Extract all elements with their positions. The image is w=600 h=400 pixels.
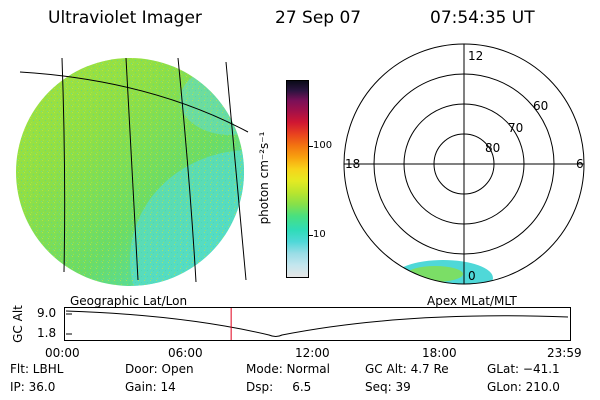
mlt-label-0: 0 bbox=[468, 269, 476, 283]
mlt-label-18: 18 bbox=[345, 157, 360, 171]
lat-label-80: 80 bbox=[485, 141, 500, 155]
x-tick-12: 12:00 bbox=[295, 346, 330, 360]
lat-label-60: 60 bbox=[533, 99, 548, 113]
x-tick-00: 00:00 bbox=[45, 346, 80, 360]
mode-status: Mode: Normal bbox=[246, 362, 330, 376]
x-tick-18: 18:00 bbox=[422, 346, 457, 360]
earth-disk bbox=[16, 58, 244, 286]
colorbar-unit-label: photon cm⁻²s⁻¹ bbox=[257, 131, 271, 225]
colorbar bbox=[286, 80, 309, 278]
colorbar-ticks bbox=[308, 80, 314, 276]
geographic-caption: Geographic Lat/Lon bbox=[70, 294, 188, 308]
gain-status: Gain: 14 bbox=[125, 380, 176, 394]
lat-label-70: 70 bbox=[508, 121, 523, 135]
apex-caption: Apex MLat/MLT bbox=[427, 294, 517, 308]
status-footer: Flt: LBHL IP: 36.0 Door: Open Gain: 14 M… bbox=[10, 362, 595, 398]
polar-grid bbox=[343, 43, 585, 285]
x-tick-06: 06:00 bbox=[168, 346, 203, 360]
colorbar-tick-10: 10 bbox=[313, 229, 326, 240]
y-tick-low: 1.8 bbox=[37, 326, 57, 340]
lat-lon-grid bbox=[19, 57, 249, 283]
door-status: Door: Open bbox=[125, 362, 194, 376]
filter-status: Flt: LBHL bbox=[10, 362, 64, 376]
glat-status: GLat: −41.1 bbox=[487, 362, 560, 376]
mlt-label-12: 12 bbox=[468, 49, 483, 63]
altitude-curve bbox=[65, 310, 569, 337]
ip-status: IP: 36.0 bbox=[10, 380, 56, 394]
gc-alt-axis-label: GC Alt bbox=[11, 305, 25, 343]
auroral-oval bbox=[393, 260, 493, 284]
x-tick-2359: 23:59 bbox=[547, 346, 582, 360]
glon-status: GLon: 210.0 bbox=[487, 380, 560, 394]
geographic-image[interactable] bbox=[0, 40, 270, 300]
dsp-status: Dsp: 6.5 bbox=[246, 380, 312, 394]
date-label: 27 Sep 07 bbox=[275, 8, 362, 28]
timeline-frame bbox=[64, 307, 571, 341]
polar-plot[interactable]: 12 18 6 0 60 70 80 bbox=[335, 42, 600, 300]
altitude-timeline[interactable] bbox=[64, 307, 574, 343]
instrument-title: Ultraviolet Imager bbox=[48, 8, 202, 28]
mlt-label-6: 6 bbox=[576, 157, 584, 171]
time-label: 07:54:35 UT bbox=[430, 8, 535, 28]
colorbar-tick-100: 100 bbox=[313, 140, 333, 151]
y-tick-high: 9.0 bbox=[37, 306, 57, 320]
gc-alt-status: GC Alt: 4.7 Re bbox=[365, 362, 449, 376]
seq-status: Seq: 39 bbox=[365, 380, 411, 394]
